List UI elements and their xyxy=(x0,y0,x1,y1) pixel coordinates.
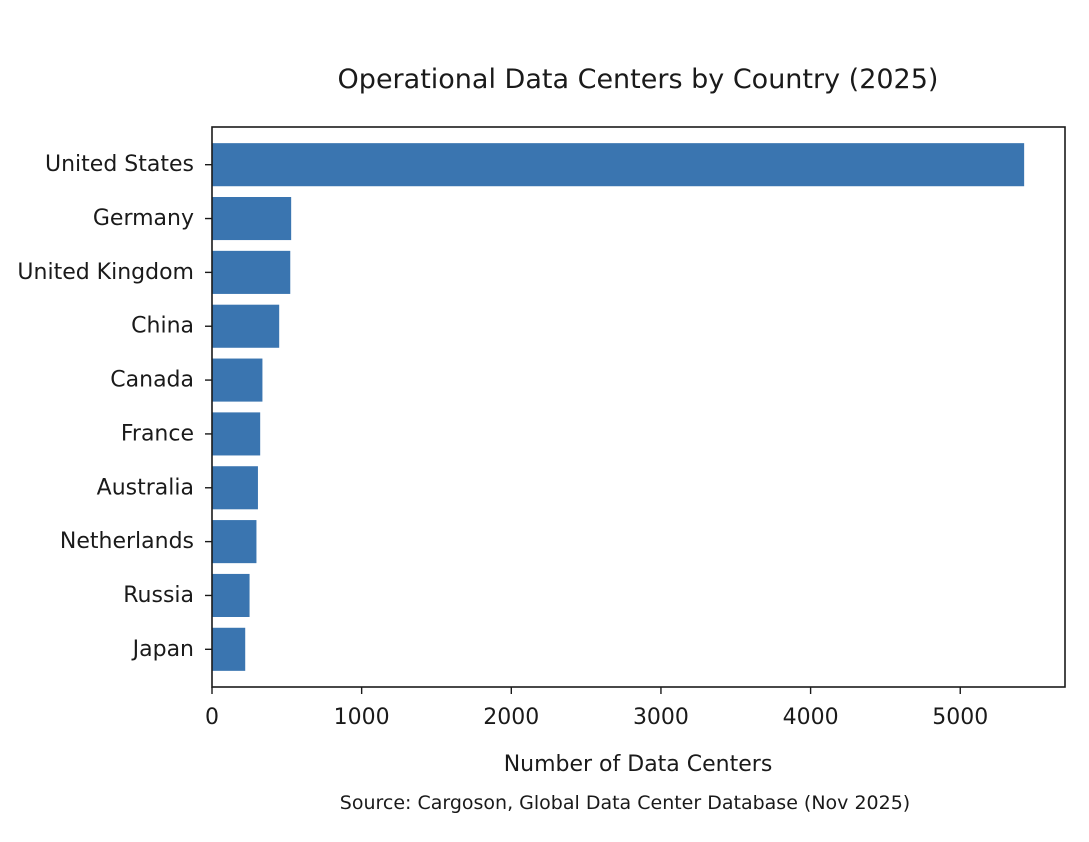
y-tick-label-canada: Canada xyxy=(110,368,194,393)
x-tick-label-1000: 1000 xyxy=(334,705,390,730)
bar-netherlands xyxy=(212,520,257,564)
bar-australia xyxy=(212,466,258,510)
y-tick-label-netherlands: Netherlands xyxy=(60,529,194,554)
bar-france xyxy=(212,412,261,456)
y-tick-label-france: France xyxy=(121,421,194,446)
y-tick-label-united-kingdom: United Kingdom xyxy=(17,260,194,285)
plot-frame xyxy=(211,126,1066,688)
x-axis-ticks: 0 1000 2000 3000 4000 5000 xyxy=(205,687,988,730)
y-tick-label-china: China xyxy=(131,314,194,339)
y-axis-ticks: United States Germany United Kingdom China C… xyxy=(17,152,212,662)
x-tick-label-5000: 5000 xyxy=(932,705,988,730)
y-tick-label-united-states: United States xyxy=(45,152,194,177)
bar-russia xyxy=(212,573,250,617)
bar-germany xyxy=(212,197,292,241)
x-tick-label-2000: 2000 xyxy=(483,705,539,730)
y-tick-label-japan: Japan xyxy=(131,637,194,662)
y-tick-label-germany: Germany xyxy=(93,206,194,231)
x-axis-label: Number of Data Centers xyxy=(504,752,773,777)
y-tick-label-australia: Australia xyxy=(97,475,194,500)
chart-title: Operational Data Centers by Country (202… xyxy=(338,64,939,95)
bars-group xyxy=(212,143,1025,671)
source-note: Source: Cargoson, Global Data Center Dat… xyxy=(340,792,910,814)
bar-canada xyxy=(212,358,263,402)
x-tick-label-0: 0 xyxy=(205,705,219,730)
bar-united-states xyxy=(212,143,1025,187)
bar-united-kingdom xyxy=(212,250,291,294)
bar-china xyxy=(212,304,280,348)
x-tick-label-4000: 4000 xyxy=(783,705,839,730)
x-tick-label-3000: 3000 xyxy=(633,705,689,730)
y-tick-label-russia: Russia xyxy=(123,583,194,608)
bar-japan xyxy=(212,627,246,671)
